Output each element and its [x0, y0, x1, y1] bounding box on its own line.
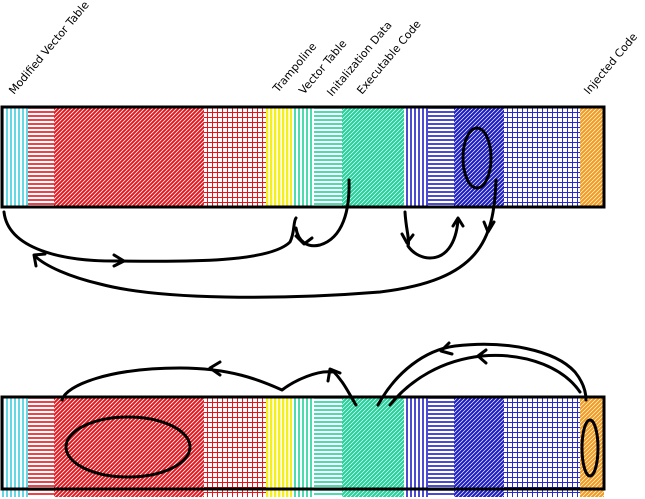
label-modified-vector-table: Modified Vector Table — [6, 0, 92, 97]
flow-return-to-vector-table — [33, 178, 498, 299]
arrowhead-icon — [32, 252, 47, 268]
flow-injected-hook-inner — [388, 353, 582, 407]
arrowhead-icon — [451, 216, 465, 228]
memory-bar-original-outline — [0, 105, 606, 209]
flow-injected-hook-outer — [376, 342, 588, 407]
memory-bar-original — [0, 105, 606, 209]
label-injected-code: Injected Code — [581, 30, 640, 97]
flow-executable-loop — [403, 210, 460, 260]
arrowhead-icon — [112, 253, 126, 268]
flow-injected-to-vector — [60, 366, 334, 402]
ellipse-loop-icon — [580, 418, 600, 478]
memory-bar-injected-outline — [0, 395, 606, 491]
control-flow-injected — [60, 341, 588, 407]
arrowhead-icon — [400, 232, 415, 245]
control-flow-original — [2, 178, 498, 299]
ellipse-loop-icon — [461, 126, 493, 190]
ellipse-loop-icon — [64, 415, 192, 479]
arrowhead-icon — [476, 348, 488, 365]
flow-reset-to-trampoline — [2, 210, 298, 263]
memory-bar-injected — [0, 395, 606, 497]
arrowhead-icon — [326, 367, 342, 383]
arrowhead-icon — [294, 234, 314, 246]
flow-executable-to-init — [330, 368, 358, 407]
arrowhead-icon — [439, 341, 454, 356]
arrowhead-icon — [482, 220, 496, 234]
arrowhead-icon — [208, 360, 222, 377]
